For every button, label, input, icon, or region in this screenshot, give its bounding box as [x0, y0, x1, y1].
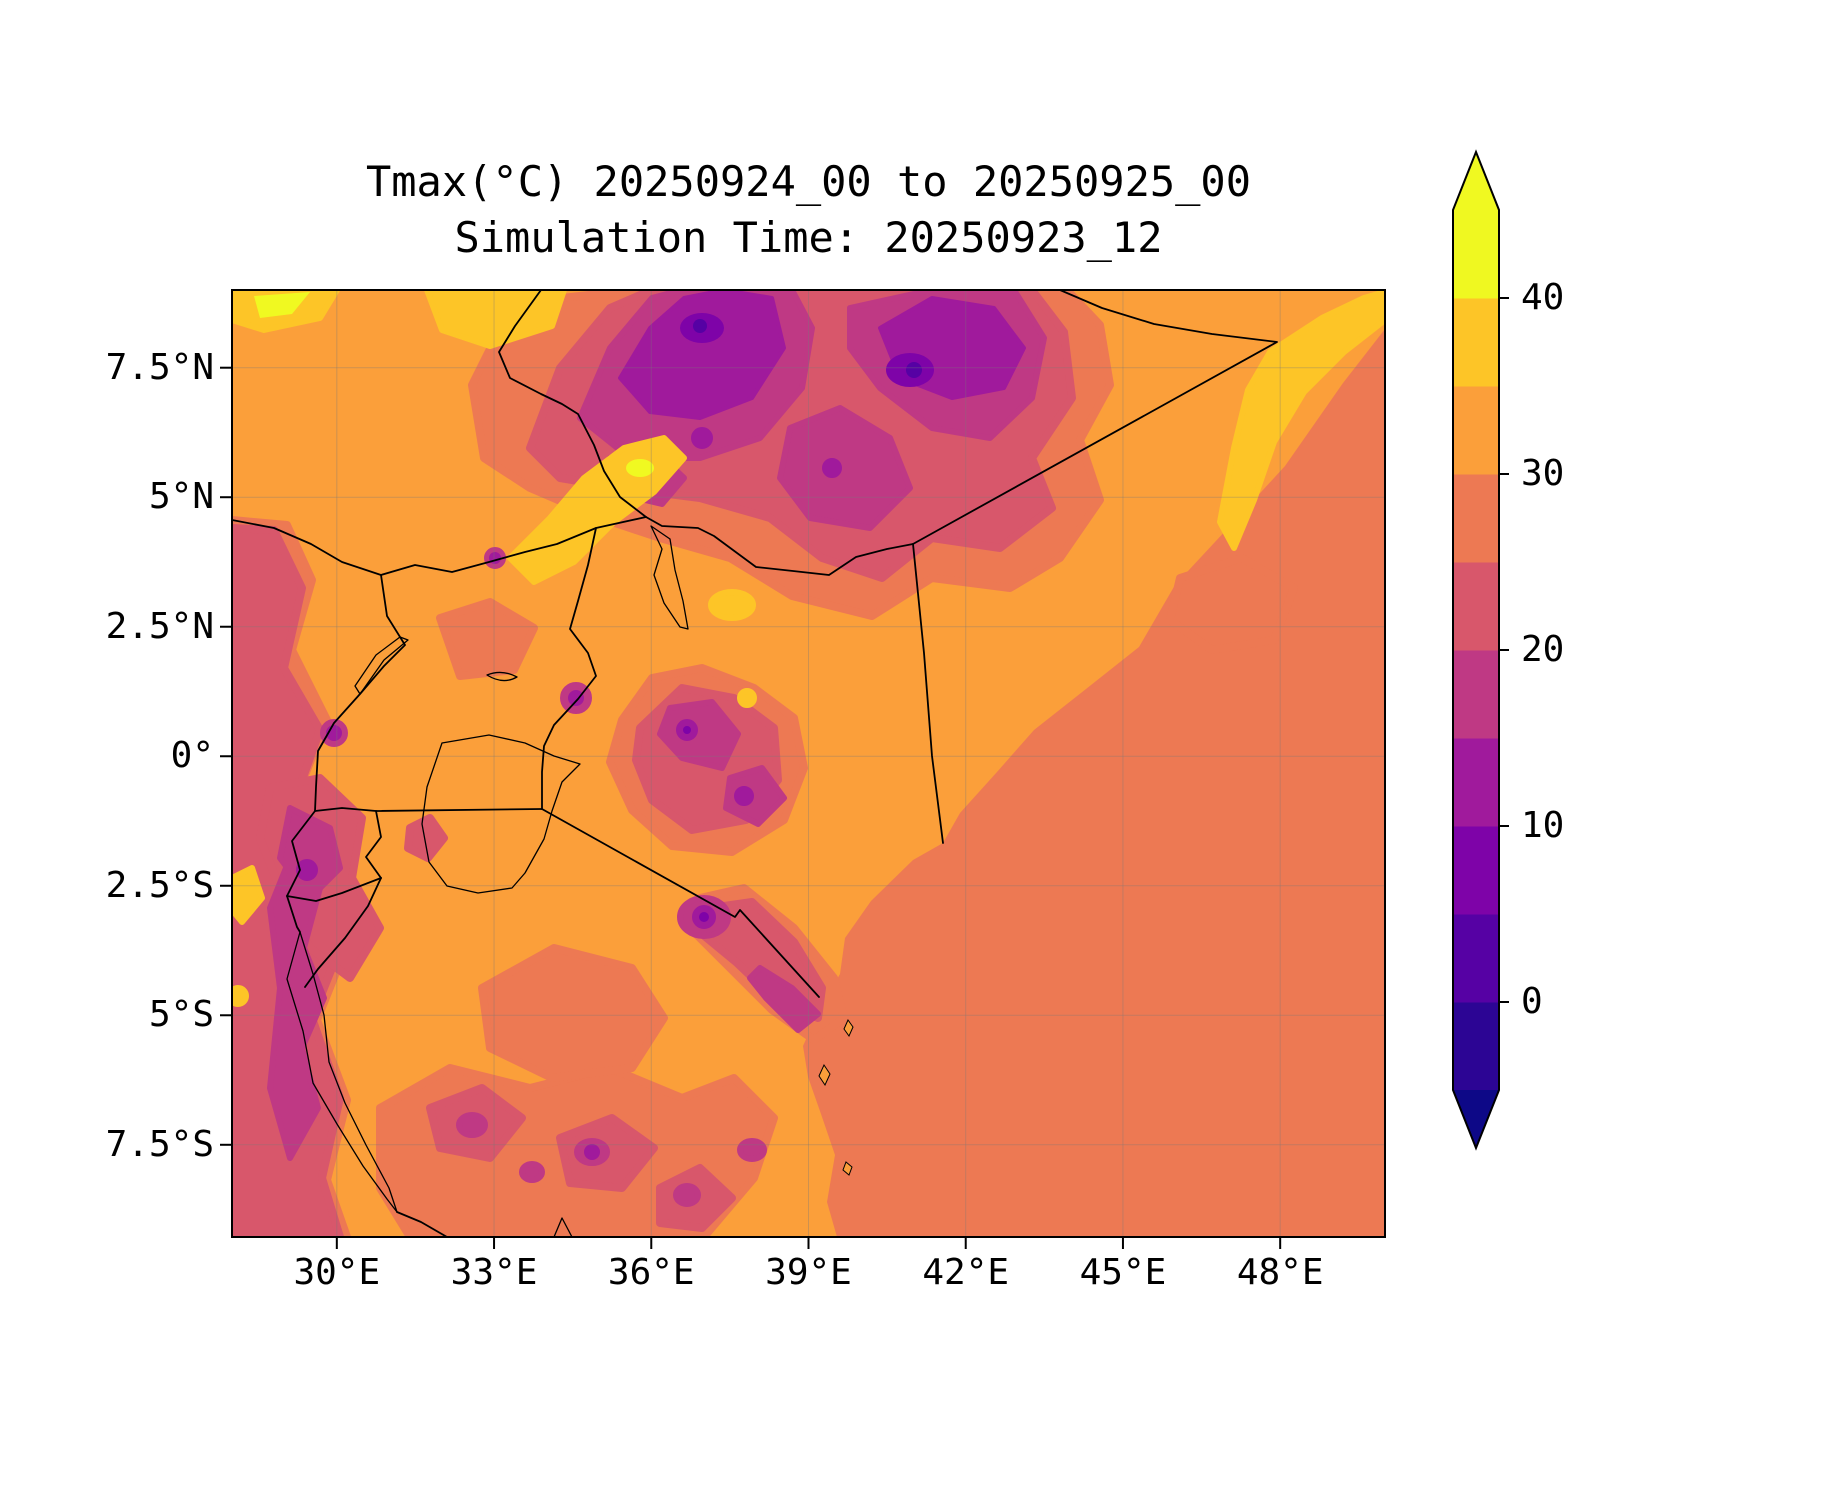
border-ethiopia-somalia [912, 290, 1278, 545]
border-southsudan-uganda-kenya [380, 516, 647, 576]
colorbar-band [1453, 210, 1499, 299]
colorbar-tick-label: 20 [1521, 629, 1565, 670]
lake-malawi-tip [553, 1217, 573, 1237]
lake-tanganyika [286, 931, 398, 1213]
island-pemba [843, 1018, 854, 1038]
colorbar-outline [1452, 149, 1500, 1151]
map-plot [220, 289, 1386, 1249]
lake-victoria [421, 734, 581, 894]
colorbar-tick-label: 40 [1521, 277, 1565, 318]
border-southsudan-ethiopia [498, 290, 647, 518]
colorbar-band [1453, 738, 1499, 827]
lake-kyoga [486, 671, 518, 682]
lake-turkana [650, 525, 689, 630]
temp-0-5-regions [693, 319, 922, 378]
colorbar-over-arrow [1453, 152, 1499, 210]
y-tick-label: 7.5°N [105, 346, 214, 388]
lake-albert [354, 636, 409, 695]
colorbar-band [1453, 298, 1499, 387]
colorbar-band [1453, 562, 1499, 651]
island-zanzibar [818, 1063, 831, 1087]
border-rwanda-tanzania [365, 810, 382, 879]
y-tick-label: 7.5°S [105, 1123, 214, 1165]
x-tick-label: 30°E [293, 1252, 381, 1293]
country-borders [232, 290, 1278, 1237]
border-kenya-tanzania [541, 808, 820, 998]
y-tick-label: 5°S [148, 994, 214, 1036]
border-uganda-tanzania [375, 808, 543, 812]
colorbar-band [1453, 650, 1499, 739]
border-rwanda-drc [286, 810, 316, 897]
gridlines [232, 290, 1385, 1237]
y-tick-label: 2.5°S [105, 864, 214, 906]
x-tick-label: 48°E [1236, 1252, 1324, 1293]
border-burundi-drc [286, 895, 301, 933]
islands [818, 1018, 854, 1176]
map-content [232, 290, 1385, 1237]
lakes [286, 525, 689, 1237]
y-tick-label: 5°N [148, 476, 214, 518]
plot-frame [231, 289, 1386, 1238]
border-tanzania-zambia [396, 1211, 448, 1237]
border-uganda-kenya [541, 527, 597, 810]
colorbar-band [1453, 1002, 1499, 1091]
x-tick-label: 42°E [922, 1252, 1010, 1293]
x-tick-label: 45°E [1079, 1252, 1167, 1293]
colorbar-tick-label: 0 [1521, 981, 1543, 1022]
border-ethiopia-kenya [645, 516, 914, 576]
x-tick-label: 33°E [450, 1252, 538, 1293]
y-tick-label: 0° [170, 735, 214, 777]
temp-40-45-regions [254, 292, 654, 477]
border-kenya-somalia [912, 543, 944, 844]
plot-title-line1: Tmax(°C) 20250924_00 to 20250925_00 [365, 157, 1251, 206]
colorbar-band [1453, 914, 1499, 1003]
colorbar-band [1453, 386, 1499, 475]
border-uganda-rwanda [314, 807, 377, 812]
colorbar-tick-label: 30 [1521, 453, 1565, 494]
colorbar [1452, 149, 1509, 1151]
axis-ticks [220, 366, 1282, 1249]
x-tick-label: 39°E [765, 1252, 852, 1293]
x-tick-label: 36°E [607, 1252, 695, 1293]
border-drc-southsudan [232, 519, 382, 576]
colorbar-tick-label: 10 [1521, 805, 1565, 846]
y-tick-label: 2.5°N [105, 605, 214, 647]
colorbar-band [1453, 474, 1499, 563]
plot-title-line2: Simulation Time: 20250923_12 [454, 213, 1163, 262]
colorbar-under-arrow [1453, 1090, 1499, 1148]
island-mafia [842, 1161, 853, 1176]
border-rwanda-burundi [286, 877, 382, 902]
temp-10-15-regions [296, 290, 1026, 1160]
colorbar-band [1453, 826, 1499, 915]
